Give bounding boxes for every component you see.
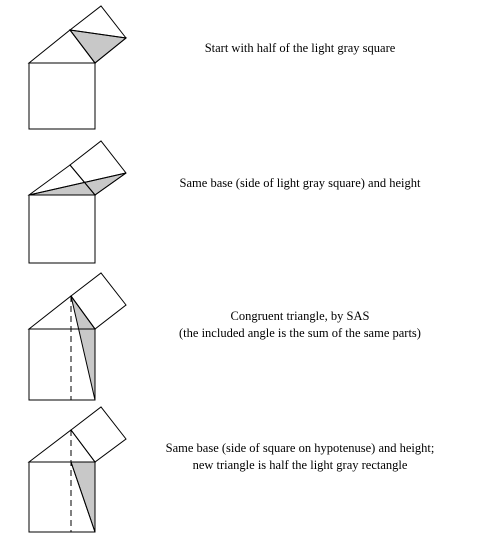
shaded-triangle [70,30,126,63]
step-3-figure [0,268,140,402]
caption-line: new triangle is half the light gray rect… [192,458,408,472]
step-2-panel: Same base (side of light gray square) an… [0,135,478,269]
step-1-figure [0,0,140,134]
step-4-figure [0,402,140,536]
step-2-figure [0,135,140,269]
caption-line: (the included angle is the sum of the sa… [179,326,421,340]
step-1-panel: Start with half of the light gray square [0,0,478,134]
step-2-caption: Same base (side of light gray square) an… [140,175,460,192]
caption-line: Start with half of the light gray square [204,41,396,55]
step-4-caption: Same base (side of square on hypotenuse)… [140,440,460,474]
large-square [29,329,95,400]
sheared-side [29,173,126,195]
right-triangle [29,430,95,462]
caption-line: Same base (side of square on hypotenuse)… [165,441,435,455]
step-3-panel: Congruent triangle, by SAS (the included… [0,268,478,402]
step-3-caption: Congruent triangle, by SAS (the included… [140,308,460,342]
step-4-panel: Same base (side of square on hypotenuse)… [0,402,478,536]
small-square [71,407,126,462]
caption-line: Congruent triangle, by SAS [230,309,370,323]
shaded-triangle [71,296,95,400]
large-square [29,63,95,129]
square-diagonal [70,30,126,38]
diagonal-line [71,462,95,532]
large-square [29,195,95,263]
step-1-caption: Start with half of the light gray square [140,40,460,57]
caption-line: Same base (side of light gray square) an… [179,176,421,190]
